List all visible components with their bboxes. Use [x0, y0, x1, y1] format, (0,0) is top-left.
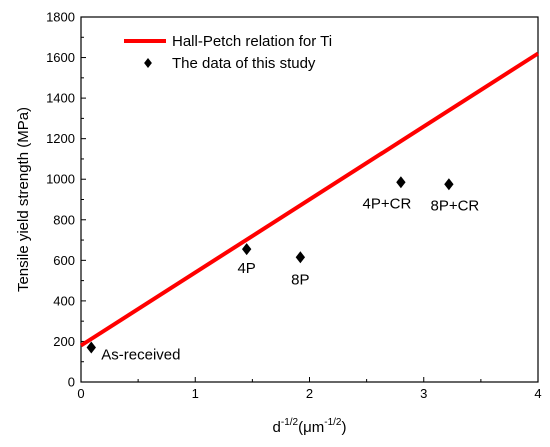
data-point — [86, 341, 96, 354]
x-axis-title: d-1/2(μm-1/2) — [273, 417, 347, 436]
x-tick-label: 2 — [306, 386, 313, 401]
series-layer: As-received 4P 8P 4P+CR 8P+CR — [79, 51, 540, 364]
x-tick-label: 1 — [192, 386, 199, 401]
x-axis-title-sup1: -1/2 — [281, 417, 299, 428]
x-axis: 0 1 2 3 4 — [77, 377, 542, 401]
data-point — [396, 176, 406, 189]
data-point-label: 8P+CR — [430, 197, 479, 214]
x-axis-title-var: d — [273, 419, 281, 436]
y-tick-label: 200 — [53, 334, 75, 349]
x-axis-title-unit-close: ) — [341, 419, 346, 436]
x-axis-title-sup2: -1/2 — [324, 417, 342, 428]
data-point-label: 4P — [237, 260, 255, 277]
x-tick-label: 0 — [77, 386, 84, 401]
legend-diamond-swatch — [144, 58, 152, 68]
data-point — [444, 178, 454, 191]
hall-petch-line — [79, 51, 540, 348]
y-tick-label: 800 — [53, 212, 75, 227]
y-axis-title: Tensile yield strength (MPa) — [15, 107, 32, 292]
y-tick-label: 1400 — [46, 91, 75, 106]
y-tick-label: 1000 — [46, 172, 75, 187]
y-tick-label: 1600 — [46, 50, 75, 65]
data-point — [241, 243, 252, 256]
legend-label: The data of this study — [172, 55, 316, 72]
x-axis-title-unit-open: (μm — [298, 419, 324, 436]
legend-label: Hall-Petch relation for Ti — [172, 33, 332, 50]
data-point — [295, 251, 306, 264]
x-tick-label: 3 — [420, 386, 427, 401]
y-tick-label: 1800 — [46, 10, 75, 25]
y-tick-label: 1200 — [46, 131, 75, 146]
legend: Hall-Petch relation for Ti The data of th… — [124, 33, 332, 72]
data-point-label: As-received — [101, 347, 180, 364]
y-tick-label: 400 — [53, 293, 75, 308]
y-axis: 0 200 400 600 800 1000 1200 1400 1600 1800 — [46, 10, 86, 390]
x-tick-label: 4 — [534, 386, 541, 401]
y-tick-label: 0 — [68, 375, 75, 390]
data-point-label: 8P — [291, 271, 309, 288]
data-point-label: 4P+CR — [363, 195, 412, 212]
y-tick-label: 600 — [53, 253, 75, 268]
